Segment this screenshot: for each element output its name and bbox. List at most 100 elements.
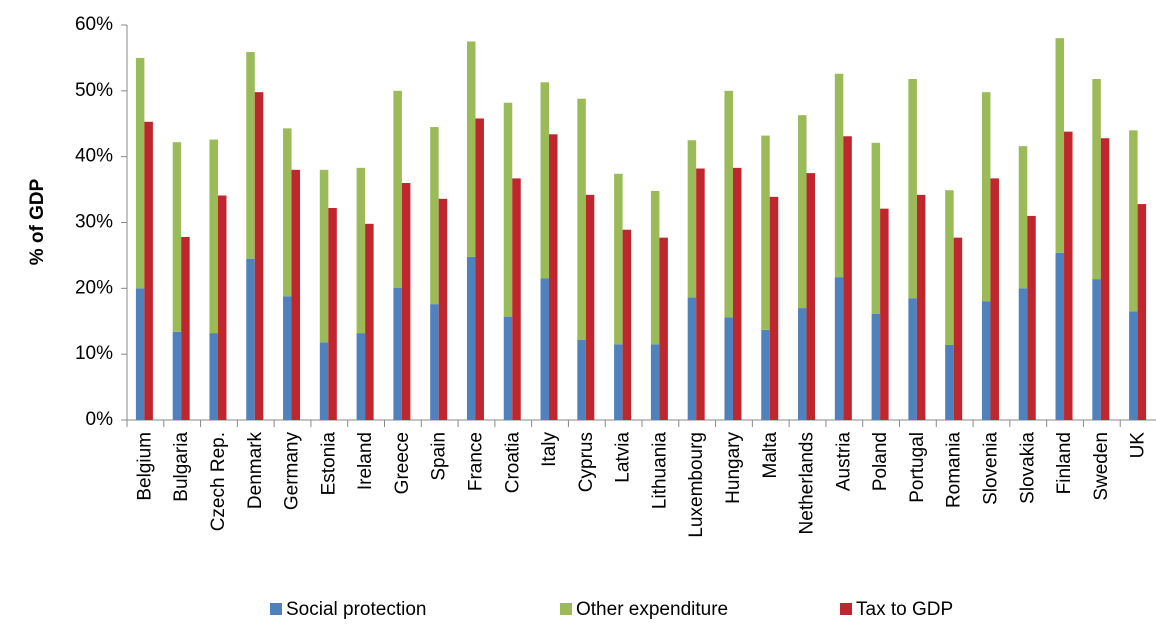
bar: [981, 92, 991, 302]
bar: [209, 333, 218, 420]
x-tick-label: Italy: [539, 432, 560, 467]
bar: [217, 195, 227, 420]
bar: [990, 178, 999, 420]
x-tick-label: Poland: [870, 432, 891, 491]
bar: [622, 229, 632, 420]
bar: [1129, 130, 1138, 312]
bar: [466, 41, 476, 257]
bar: [1055, 252, 1065, 420]
legend-swatch: [560, 603, 572, 615]
bar: [1064, 131, 1073, 420]
y-tick-label: 10%: [75, 343, 113, 364]
bar: [319, 342, 329, 420]
bar: [438, 198, 448, 420]
bar: [585, 194, 595, 420]
bar: [761, 135, 770, 330]
x-tick-label: Malta: [760, 432, 781, 479]
x-tick-label: Spain: [429, 432, 450, 481]
bar: [1018, 288, 1028, 420]
x-tick-label: Ireland: [355, 432, 376, 490]
x-tick-label: Austria: [833, 432, 854, 492]
bar: [209, 139, 218, 334]
bar: [696, 168, 705, 420]
bar: [650, 344, 660, 420]
bar: [806, 173, 816, 420]
bar: [246, 51, 255, 259]
x-tick-label: Greece: [392, 432, 413, 494]
bar: [172, 142, 182, 332]
bar: [181, 236, 190, 420]
x-tick-label: Slovenia: [980, 432, 1001, 505]
bar: [798, 115, 807, 309]
bar: [614, 344, 623, 420]
bar: [945, 190, 954, 345]
bar: [1055, 38, 1065, 253]
legend-label: Tax to GDP: [856, 599, 953, 620]
x-tick-label: Hungary: [723, 432, 744, 504]
bar: [916, 194, 926, 420]
bar: [365, 223, 374, 420]
bar: [475, 118, 484, 420]
x-tick-label: Finland: [1054, 432, 1075, 494]
x-tick-label: UK: [1128, 432, 1149, 459]
bar: [724, 317, 733, 420]
x-tick-label: Luxembourg: [686, 432, 707, 538]
bar: [512, 178, 521, 420]
bar: [981, 301, 991, 420]
bar: [393, 287, 402, 420]
bar: [172, 331, 182, 420]
bar: [356, 333, 366, 420]
bar: [1137, 204, 1147, 420]
bar: [1018, 146, 1028, 289]
bar: [430, 304, 439, 420]
bar: [540, 82, 550, 279]
x-tick-label: Germany: [282, 432, 303, 511]
legend-swatch: [270, 603, 282, 615]
bar: [246, 258, 255, 420]
x-tick-label: Slovakia: [1017, 432, 1038, 504]
bar: [135, 288, 145, 420]
y-tick-label: 0%: [86, 409, 114, 430]
y-tick-label: 50%: [75, 80, 113, 101]
bar: [614, 173, 623, 345]
x-tick-label: Denmark: [245, 432, 266, 510]
bar: [135, 57, 145, 289]
bar: [732, 167, 742, 420]
x-tick-label: Netherlands: [797, 432, 818, 534]
x-tick-label: Romania: [944, 432, 965, 508]
x-tick-label: Czech Rep.: [208, 432, 229, 531]
bar: [871, 314, 881, 420]
bar: [291, 169, 301, 420]
legend-label: Social protection: [286, 599, 426, 620]
x-tick-label: France: [465, 432, 486, 491]
bar: [319, 169, 329, 343]
bar: [659, 237, 668, 420]
bar: [769, 196, 779, 420]
bar: [798, 308, 807, 420]
legend-swatch: [840, 603, 852, 615]
x-tick-label: Cyprus: [576, 432, 597, 492]
bar: [834, 73, 844, 278]
bar: [1100, 138, 1110, 420]
x-tick-label: Bulgaria: [171, 432, 192, 502]
bar: [908, 78, 917, 299]
bar: [328, 208, 337, 420]
y-tick-label: 30%: [75, 212, 113, 233]
bar: [761, 329, 770, 420]
bar: [144, 121, 153, 421]
bar: [880, 208, 889, 420]
bar: [1092, 78, 1101, 280]
bar: [283, 128, 292, 297]
x-tick-label: Latvia: [613, 432, 634, 483]
bar: [503, 102, 513, 317]
bar: [393, 90, 402, 288]
bar: [466, 256, 476, 420]
x-tick-label: Sweden: [1091, 432, 1112, 501]
bar: [577, 339, 586, 420]
bar: [401, 183, 411, 420]
bar: [945, 344, 954, 420]
y-axis-title: % of GDP: [27, 178, 48, 265]
bar: [650, 190, 660, 345]
y-tick-label: 20%: [75, 277, 113, 298]
